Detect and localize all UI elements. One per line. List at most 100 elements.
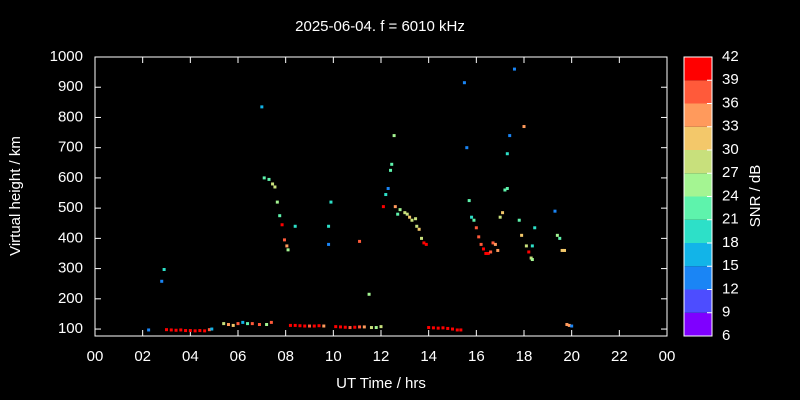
data-point bbox=[179, 328, 183, 332]
data-point bbox=[486, 251, 490, 255]
colorbar-tick-label: 39 bbox=[722, 71, 739, 88]
colorbar-segment bbox=[684, 312, 712, 336]
data-point bbox=[405, 212, 409, 216]
chart-title: 2025-06-04. f = 6010 kHz bbox=[295, 18, 465, 35]
data-point bbox=[348, 326, 352, 330]
y-tick-label: 500 bbox=[58, 199, 83, 216]
data-point bbox=[367, 292, 371, 296]
colorbar-segment bbox=[684, 150, 712, 174]
data-point bbox=[481, 247, 485, 251]
data-point bbox=[493, 242, 497, 246]
data-point bbox=[282, 238, 286, 242]
colorbar-tick-label: 6 bbox=[722, 327, 730, 344]
data-point bbox=[436, 326, 440, 330]
x-tick-label: 00 bbox=[87, 348, 104, 365]
y-tick-label: 400 bbox=[58, 229, 83, 246]
data-point bbox=[338, 325, 342, 329]
data-point bbox=[563, 248, 567, 252]
data-point bbox=[353, 325, 357, 329]
data-point bbox=[329, 200, 333, 204]
y-tick-label: 300 bbox=[58, 260, 83, 277]
data-point bbox=[280, 223, 284, 227]
data-point bbox=[522, 125, 526, 129]
data-point bbox=[343, 325, 347, 329]
data-point bbox=[288, 323, 292, 327]
data-point bbox=[269, 320, 273, 324]
data-point bbox=[470, 215, 474, 219]
data-point bbox=[533, 226, 537, 230]
data-point bbox=[503, 188, 507, 192]
colorbar-tick-label: 36 bbox=[722, 94, 739, 111]
data-point bbox=[207, 328, 211, 332]
data-point bbox=[474, 226, 478, 230]
data-point bbox=[160, 279, 164, 283]
x-tick-label: 04 bbox=[182, 348, 199, 365]
colorbar-segment bbox=[684, 289, 712, 313]
data-point bbox=[441, 326, 445, 330]
colorbar-segment bbox=[684, 103, 712, 127]
colorbar-tick-label: 15 bbox=[722, 257, 739, 274]
data-point bbox=[446, 326, 450, 330]
data-point bbox=[250, 322, 254, 326]
x-tick-label: 08 bbox=[277, 348, 294, 365]
x-tick-label: 18 bbox=[516, 348, 533, 365]
colorbar-segment bbox=[684, 173, 712, 197]
data-point bbox=[462, 81, 466, 85]
data-point bbox=[312, 324, 316, 328]
colorbar-segment bbox=[684, 196, 712, 220]
x-tick-label: 06 bbox=[230, 348, 247, 365]
y-axis-label: Virtual height / km bbox=[7, 136, 24, 256]
colorbar-tick-label: 21 bbox=[722, 211, 739, 228]
data-point bbox=[260, 105, 264, 109]
data-point bbox=[246, 322, 250, 326]
data-point bbox=[384, 193, 388, 197]
data-point bbox=[257, 323, 261, 327]
data-point bbox=[498, 215, 502, 219]
data-point bbox=[210, 327, 214, 331]
data-point bbox=[317, 324, 321, 328]
x-tick-label: 00 bbox=[659, 348, 676, 365]
x-tick-label: 14 bbox=[420, 348, 437, 365]
data-point bbox=[465, 146, 469, 150]
data-point bbox=[508, 134, 512, 138]
data-point bbox=[386, 186, 390, 190]
data-point bbox=[451, 327, 454, 331]
data-point bbox=[403, 211, 407, 215]
y-tick-label: 200 bbox=[58, 290, 83, 307]
data-point bbox=[431, 326, 435, 330]
data-point bbox=[520, 233, 524, 237]
data-point bbox=[553, 209, 557, 213]
data-point bbox=[455, 328, 459, 332]
data-point bbox=[265, 323, 269, 327]
y-tick-label: 1000 bbox=[50, 48, 83, 65]
data-point bbox=[459, 328, 463, 332]
data-point bbox=[558, 236, 562, 240]
data-point bbox=[424, 242, 428, 246]
colorbar-segment bbox=[684, 219, 712, 243]
x-tick-label: 02 bbox=[134, 348, 151, 365]
data-point bbox=[565, 323, 569, 327]
data-point bbox=[226, 323, 230, 327]
data-point bbox=[334, 325, 338, 329]
data-point bbox=[298, 324, 302, 328]
data-point bbox=[293, 323, 297, 327]
data-point bbox=[505, 186, 509, 190]
colorbar-segment bbox=[684, 57, 712, 81]
data-point bbox=[308, 324, 311, 328]
colorbar-label: SNR / dB bbox=[747, 165, 764, 228]
data-point bbox=[570, 324, 574, 328]
data-point bbox=[390, 162, 394, 166]
data-point bbox=[203, 329, 207, 333]
x-tick-label: 10 bbox=[325, 348, 342, 365]
data-point bbox=[362, 325, 366, 329]
data-point bbox=[422, 241, 426, 245]
data-point bbox=[278, 214, 282, 218]
data-point bbox=[477, 235, 481, 239]
data-point bbox=[467, 199, 471, 203]
data-point bbox=[236, 322, 240, 326]
data-point bbox=[231, 323, 235, 327]
data-point bbox=[271, 182, 275, 186]
data-point bbox=[262, 176, 266, 180]
data-point bbox=[527, 250, 531, 254]
